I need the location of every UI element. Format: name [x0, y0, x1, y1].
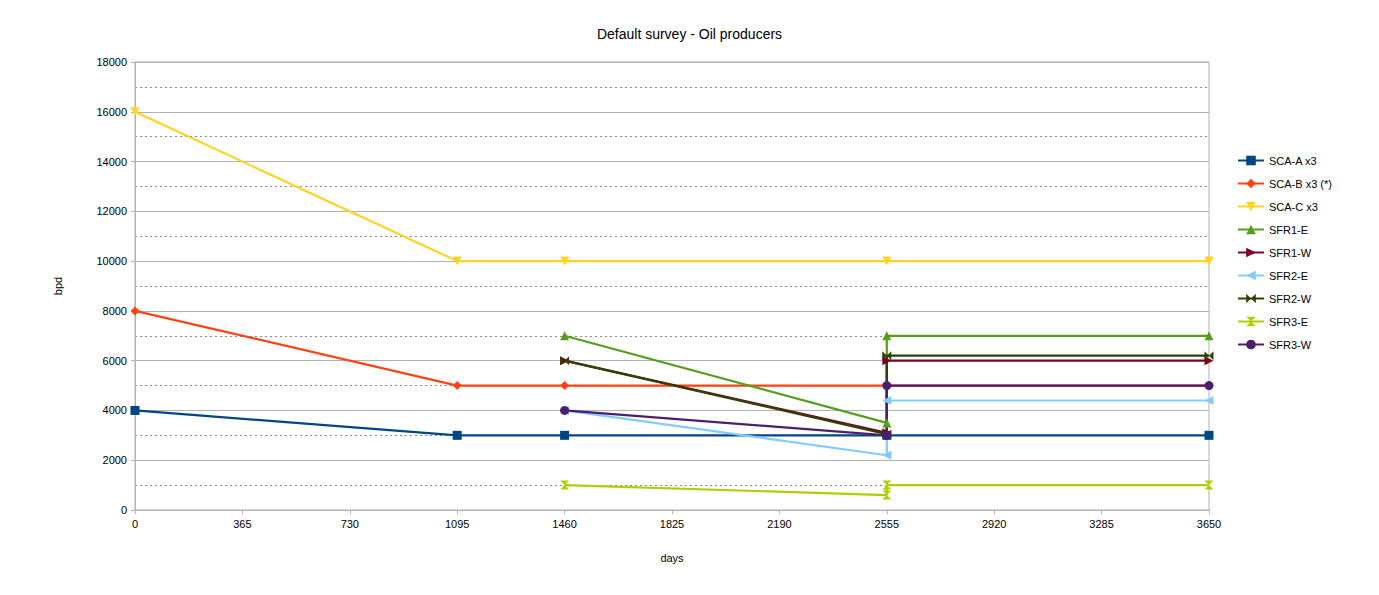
svg-text:2000: 2000	[103, 454, 127, 466]
svg-text:0: 0	[121, 504, 127, 516]
svg-text:SFR2-E: SFR2-E	[1269, 270, 1308, 282]
svg-text:1825: 1825	[660, 518, 684, 530]
svg-text:16000: 16000	[96, 106, 127, 118]
svg-text:SCA-B x3 (*): SCA-B x3 (*)	[1269, 178, 1332, 190]
svg-text:0: 0	[132, 518, 138, 530]
svg-text:2190: 2190	[767, 518, 791, 530]
svg-text:bpd: bpd	[52, 277, 64, 295]
svg-text:1095: 1095	[445, 518, 469, 530]
svg-text:SCA-A x3: SCA-A x3	[1269, 155, 1317, 167]
svg-text:SFR2-W: SFR2-W	[1269, 293, 1312, 305]
svg-text:SCA-C x3: SCA-C x3	[1269, 201, 1318, 213]
svg-text:days: days	[660, 552, 684, 564]
svg-text:SFR1-E: SFR1-E	[1269, 224, 1308, 236]
svg-text:SFR1-W: SFR1-W	[1269, 247, 1312, 259]
svg-text:Default survey - Oil producers: Default survey - Oil producers	[597, 26, 782, 42]
svg-text:18000: 18000	[96, 56, 127, 68]
svg-text:10000: 10000	[96, 255, 127, 267]
svg-text:3650: 3650	[1197, 518, 1221, 530]
svg-text:14000: 14000	[96, 156, 127, 168]
svg-text:2920: 2920	[982, 518, 1006, 530]
svg-text:730: 730	[341, 518, 359, 530]
svg-text:1460: 1460	[552, 518, 576, 530]
svg-text:8000: 8000	[103, 305, 127, 317]
svg-text:SFR3-E: SFR3-E	[1269, 316, 1308, 328]
svg-text:365: 365	[233, 518, 251, 530]
svg-text:4000: 4000	[103, 404, 127, 416]
svg-text:2555: 2555	[875, 518, 899, 530]
svg-text:6000: 6000	[103, 355, 127, 367]
svg-text:12000: 12000	[96, 205, 127, 217]
svg-text:3285: 3285	[1089, 518, 1113, 530]
svg-text:SFR3-W: SFR3-W	[1269, 339, 1312, 351]
